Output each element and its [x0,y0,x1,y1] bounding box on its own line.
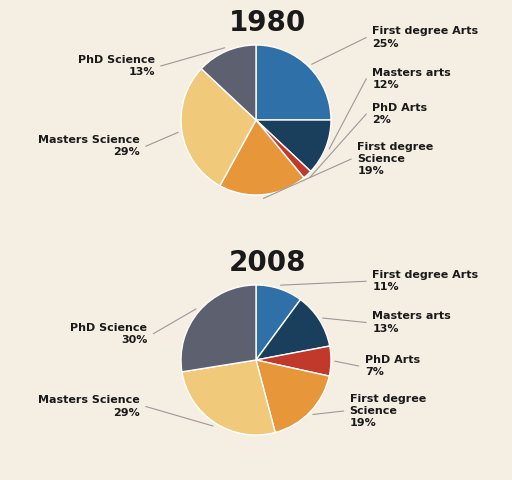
Text: First degree
Science
19%: First degree Science 19% [357,142,434,176]
Wedge shape [182,360,275,435]
Text: First degree
Science
19%: First degree Science 19% [350,394,426,428]
Wedge shape [220,120,304,195]
Text: Masters arts
13%: Masters arts 13% [372,312,451,334]
Wedge shape [201,45,256,120]
Wedge shape [256,120,311,178]
Text: 1980: 1980 [229,9,306,37]
Text: Masters arts
12%: Masters arts 12% [372,68,451,90]
Wedge shape [256,346,331,376]
Text: Masters Science
29%: Masters Science 29% [38,396,140,418]
Text: First degree Arts
25%: First degree Arts 25% [372,26,478,48]
Text: PhD Arts
7%: PhD Arts 7% [365,355,420,377]
Text: First degree Arts
11%: First degree Arts 11% [372,270,478,292]
Text: PhD Arts
2%: PhD Arts 2% [372,103,428,125]
Wedge shape [181,69,256,186]
Text: 2008: 2008 [228,249,306,277]
Wedge shape [256,285,301,360]
Text: PhD Science
30%: PhD Science 30% [70,323,147,345]
Wedge shape [256,120,331,171]
Wedge shape [256,300,330,360]
Wedge shape [256,45,331,120]
Text: Masters Science
29%: Masters Science 29% [38,135,140,157]
Text: PhD Science
13%: PhD Science 13% [78,55,155,77]
Wedge shape [256,360,329,432]
Wedge shape [181,285,256,372]
